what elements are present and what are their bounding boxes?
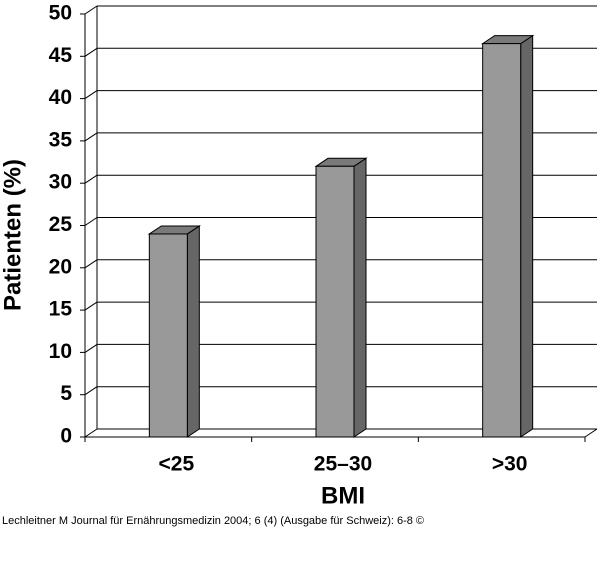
x-axis-title: BMI [321, 482, 365, 509]
bar-front [315, 165, 355, 438]
y-tick-label: 50 [49, 2, 72, 25]
grid-line-side [84, 343, 98, 353]
grid-line-side [84, 386, 98, 396]
bar-front [148, 233, 188, 438]
y-tick-label: 40 [49, 86, 72, 109]
grid-line-side [84, 90, 98, 100]
y-tick-label: 5 [60, 382, 72, 405]
y-tick-label: 45 [49, 44, 73, 67]
y-tick-label: 15 [49, 298, 73, 321]
grid-line-side [84, 428, 98, 438]
grid-line-side [84, 259, 98, 269]
y-tick-label: 20 [49, 255, 72, 278]
y-tick-label: 0 [60, 425, 72, 448]
y-tick-label: 10 [49, 340, 72, 363]
grid-line-side [84, 5, 98, 15]
grid-line-side [84, 217, 98, 226]
grid-line-side [84, 174, 98, 184]
bar-side [520, 34, 534, 438]
floor-right [584, 428, 598, 438]
caption: Lechleitner M Journal für Ernährungsmedi… [2, 515, 424, 527]
y-tick-label: 30 [49, 171, 72, 194]
y-axis-title: Patienten (%) [0, 159, 26, 311]
grid-line-side [84, 47, 98, 57]
bar-side [353, 157, 367, 438]
x-tick-label: >30 [492, 453, 528, 476]
bar [481, 34, 535, 438]
y-tick-label: 35 [49, 128, 73, 151]
bar-front [482, 43, 522, 438]
grid-line-side [84, 301, 98, 311]
x-tick-label: 25–30 [314, 453, 372, 476]
y-tick-label: 25 [49, 213, 73, 236]
bar [314, 157, 368, 438]
x-tick-label: <25 [159, 453, 195, 476]
bar [147, 225, 201, 438]
grid-line-side [84, 132, 98, 142]
bar-side [186, 225, 200, 438]
